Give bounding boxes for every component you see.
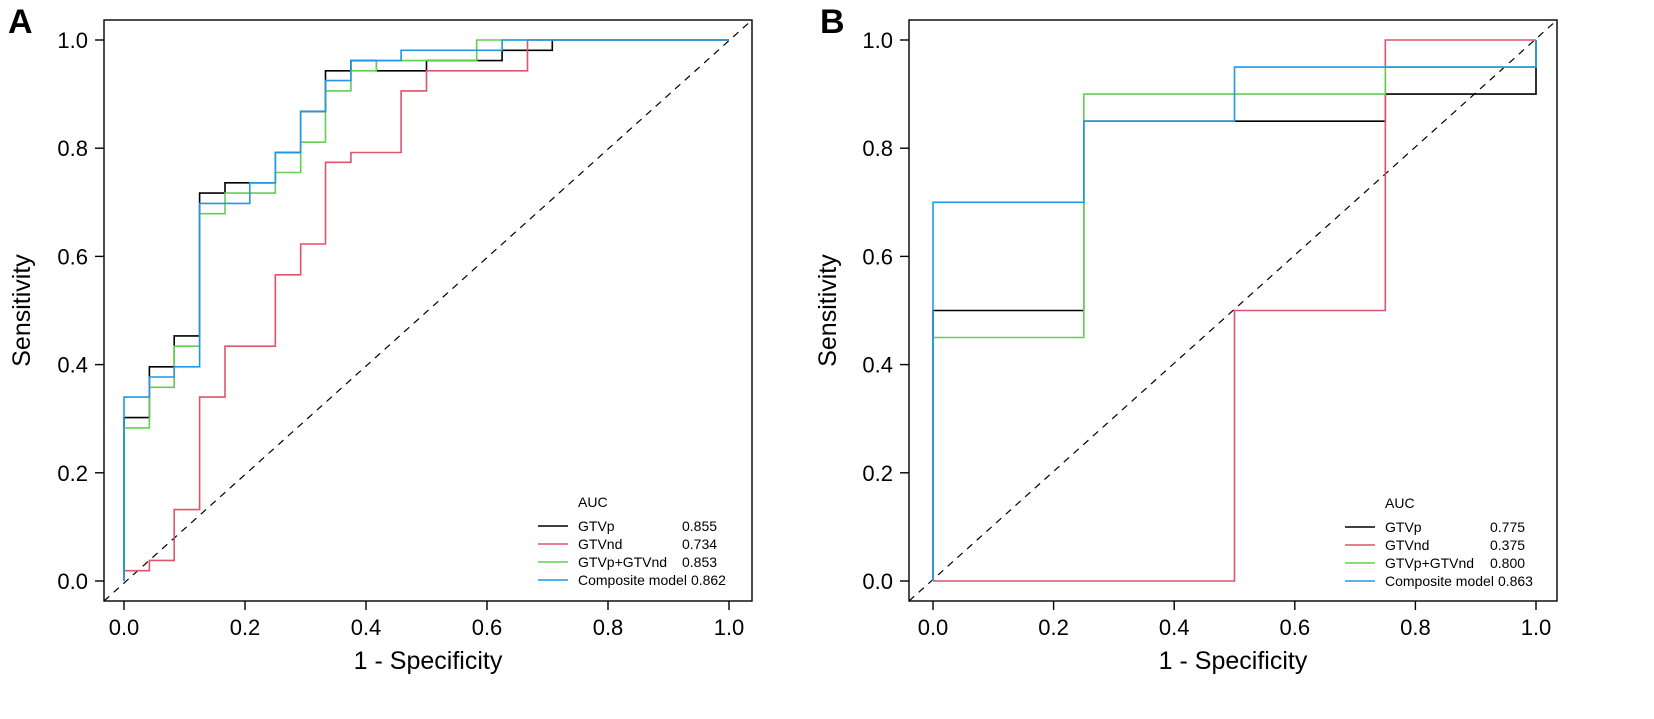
x-axis-title: 1 - Specificity bbox=[354, 647, 503, 675]
roc-panel-a: A 0.0 0.2 0.4 0.6 0.8 1.0 0.0 0.2 0.4 0.6 0.8 1.0 1 -… bbox=[8, 3, 753, 675]
panel-letter: B bbox=[820, 3, 845, 41]
plot-frame bbox=[908, 19, 1558, 602]
reference-diagonal bbox=[908, 19, 1558, 602]
legend-auc-value: 0.775 bbox=[1490, 519, 1525, 535]
roc-curve-gtvp-gtvnd bbox=[123, 39, 729, 581]
legend-label: Composite model bbox=[1385, 573, 1494, 589]
y-tick-label: 1.0 bbox=[862, 28, 893, 53]
legend-auc-value: 0.862 bbox=[691, 572, 726, 588]
roc-curve-composite-model bbox=[123, 39, 729, 581]
x-axis-title: 1 - Specificity bbox=[1159, 647, 1308, 675]
roc-curve-gtvnd bbox=[123, 39, 729, 581]
legend-auc-value: 0.734 bbox=[682, 536, 717, 552]
legend-auc-value: 0.855 bbox=[682, 518, 717, 534]
y-axis-title: Sensitivity bbox=[814, 254, 842, 367]
plot-frame bbox=[103, 19, 753, 602]
y-tick-label: 0.4 bbox=[862, 353, 893, 378]
roc-curve-gtvnd bbox=[933, 39, 1536, 582]
x-tick-label: 1.0 bbox=[714, 615, 745, 640]
y-tick-label: 0.6 bbox=[862, 244, 893, 269]
y-tick-label: 0.2 bbox=[862, 461, 893, 486]
x-tick-label: 0.4 bbox=[351, 615, 382, 640]
y-tick-label: 0.0 bbox=[862, 569, 893, 594]
x-tick-label: 0.0 bbox=[109, 615, 140, 640]
legend: AUC GTVp 0.775 GTVnd 0.375 GTVp+GTVnd 0.800 Com… bbox=[1345, 495, 1533, 589]
legend-label: GTVp+GTVnd bbox=[1385, 555, 1474, 571]
roc-curve-gtvp bbox=[123, 39, 729, 581]
y-tick-label: 0.0 bbox=[57, 569, 88, 594]
roc-curve-composite-model bbox=[932, 40, 1537, 581]
y-tick-label: 0.2 bbox=[57, 461, 88, 486]
roc-panel-b: B 0.0 0.2 0.4 0.6 0.8 1.0 0.0 0.2 0.4 0.6 0.8 1.0 1 -… bbox=[814, 3, 1558, 675]
legend-label: GTVp+GTVnd bbox=[578, 554, 667, 570]
x-tick-label: 0.8 bbox=[1400, 615, 1431, 640]
x-tick-label: 0.2 bbox=[230, 615, 261, 640]
legend-label: Composite model bbox=[578, 572, 687, 588]
x-tick-label: 0.4 bbox=[1159, 615, 1190, 640]
legend-label: GTVnd bbox=[578, 536, 622, 552]
reference-diagonal bbox=[103, 19, 753, 602]
legend-title: AUC bbox=[578, 494, 608, 510]
y-tick-label: 0.4 bbox=[57, 353, 88, 378]
panel-letter: A bbox=[8, 3, 33, 41]
y-axis-title: Sensitivity bbox=[8, 254, 36, 367]
y-tick-label: 0.6 bbox=[57, 244, 88, 269]
x-tick-label: 1.0 bbox=[1521, 615, 1552, 640]
x-tick-label: 0.0 bbox=[918, 615, 949, 640]
legend: AUC GTVp 0.855 GTVnd 0.734 GTVp+GTVnd 0.853 Com… bbox=[538, 494, 726, 588]
x-tick-label: 0.6 bbox=[1280, 615, 1311, 640]
legend-auc-value: 0.375 bbox=[1490, 537, 1525, 553]
legend-label: GTVnd bbox=[1385, 537, 1429, 553]
y-tick-label: 0.8 bbox=[862, 136, 893, 161]
legend-label: GTVp bbox=[578, 518, 615, 534]
y-tick-label: 0.8 bbox=[57, 136, 88, 161]
legend-title: AUC bbox=[1385, 495, 1415, 511]
x-tick-label: 0.8 bbox=[593, 615, 624, 640]
x-tick-label: 0.6 bbox=[472, 615, 503, 640]
y-tick-label: 1.0 bbox=[57, 28, 88, 53]
legend-auc-value: 0.800 bbox=[1490, 555, 1525, 571]
x-tick-label: 0.2 bbox=[1038, 615, 1069, 640]
legend-auc-value: 0.853 bbox=[682, 554, 717, 570]
legend-auc-value: 0.863 bbox=[1498, 573, 1533, 589]
legend-label: GTVp bbox=[1385, 519, 1422, 535]
